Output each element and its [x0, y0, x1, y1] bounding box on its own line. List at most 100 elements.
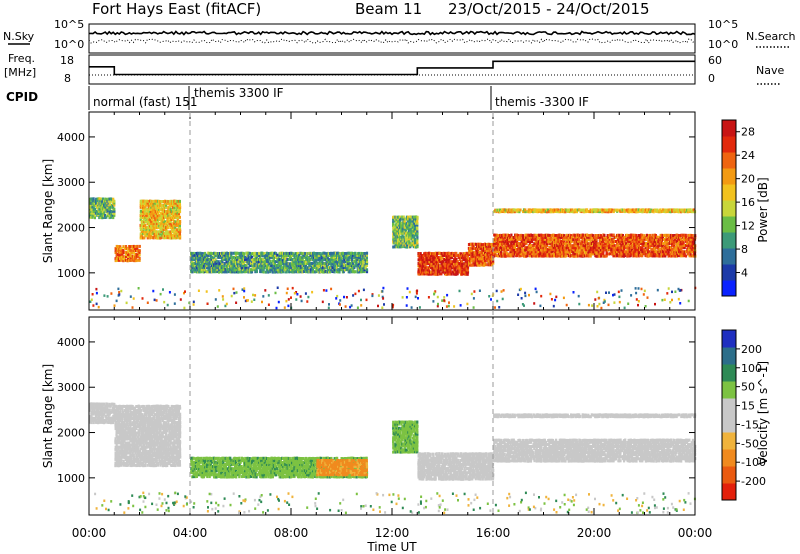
data-cell	[191, 266, 194, 270]
data-cell	[101, 203, 104, 207]
data-cell	[154, 203, 157, 207]
data-cell	[112, 210, 115, 213]
data-cell	[228, 270, 231, 274]
data-cell	[108, 203, 111, 207]
data-cell	[224, 253, 227, 257]
data-cell	[284, 270, 287, 274]
data-cell	[93, 201, 96, 205]
data-cell	[174, 215, 177, 219]
data-cell	[173, 208, 176, 212]
data-cell	[268, 252, 271, 255]
freq-label-line1: Freq.	[8, 52, 35, 65]
data-cell	[175, 232, 178, 236]
data-cell	[203, 259, 206, 263]
data-cell	[143, 199, 146, 203]
data-cell	[280, 255, 283, 259]
data-cell	[238, 255, 241, 259]
freq-panel: Freq. [MHz] 18 8 60 0 Nave	[4, 52, 784, 85]
data-cell	[89, 211, 92, 215]
data-cell	[276, 264, 279, 267]
data-cell	[674, 290, 677, 293]
data-cell	[286, 287, 289, 290]
data-cell	[177, 226, 180, 230]
data-cell	[164, 232, 168, 236]
data-cell	[169, 232, 172, 236]
data-cell	[139, 218, 142, 222]
data-cell	[160, 218, 163, 222]
data-cell	[263, 260, 266, 264]
data-cell	[253, 253, 256, 257]
data-cell	[210, 270, 214, 274]
data-cell	[293, 258, 296, 262]
data-cell	[255, 268, 258, 272]
data-cell	[635, 291, 638, 295]
data-cell	[196, 266, 200, 270]
data-cell	[199, 270, 202, 274]
data-cell	[191, 264, 194, 268]
data-cell	[277, 263, 280, 267]
data-cell	[163, 203, 166, 207]
data-cell	[142, 216, 145, 220]
data-cell	[294, 270, 297, 273]
data-cell	[279, 260, 282, 263]
data-cell	[208, 264, 211, 268]
data-cell	[119, 247, 122, 251]
data-cell	[265, 251, 269, 255]
data-cell	[118, 250, 122, 254]
data-cell	[153, 205, 156, 209]
data-cell	[299, 268, 302, 272]
data-cell	[158, 207, 161, 211]
data-cell	[224, 268, 227, 272]
data-cell	[169, 220, 172, 223]
data-cell	[175, 203, 178, 207]
data-cell	[92, 205, 95, 209]
data-cell	[167, 221, 170, 225]
freq-tick-bottom: 8	[64, 72, 71, 85]
data-cell	[237, 257, 240, 261]
data-cell	[192, 262, 195, 266]
data-cell	[150, 226, 153, 230]
data-cell	[147, 232, 150, 236]
data-cell	[293, 262, 296, 266]
data-cell	[285, 254, 288, 257]
data-cell	[248, 260, 251, 263]
data-cell	[228, 267, 231, 271]
data-cell	[166, 236, 169, 240]
data-cell	[207, 262, 210, 266]
data-cell	[158, 209, 161, 213]
data-cell	[214, 251, 217, 255]
data-cell	[296, 268, 300, 271]
data-cell	[144, 199, 147, 203]
data-cell	[159, 226, 162, 230]
data-cell	[576, 242, 579, 246]
data-cell	[148, 228, 152, 232]
data-cell	[177, 212, 181, 216]
data-cell	[97, 213, 100, 217]
data-cell	[136, 254, 139, 258]
data-cell	[197, 258, 200, 262]
data-cell	[140, 221, 143, 225]
data-cell	[163, 224, 167, 227]
data-cell	[268, 254, 271, 258]
data-cell	[234, 258, 238, 262]
data-cell	[247, 251, 250, 255]
data-cell	[153, 234, 156, 238]
data-cell	[133, 247, 137, 250]
data-cell	[294, 264, 297, 268]
data-cell	[136, 244, 139, 248]
data-cell	[97, 305, 100, 309]
data-cell	[279, 262, 282, 266]
data-cell	[150, 203, 153, 207]
data-cell	[135, 259, 138, 263]
data-cell	[159, 236, 162, 240]
data-cell	[240, 260, 243, 264]
data-cell	[284, 251, 287, 255]
data-cell	[124, 258, 127, 262]
data-cell	[174, 203, 177, 207]
data-cell	[169, 222, 172, 226]
data-cell	[271, 256, 274, 260]
data-cell	[170, 226, 173, 230]
data-cell	[684, 233, 687, 237]
data-cell	[99, 213, 102, 217]
